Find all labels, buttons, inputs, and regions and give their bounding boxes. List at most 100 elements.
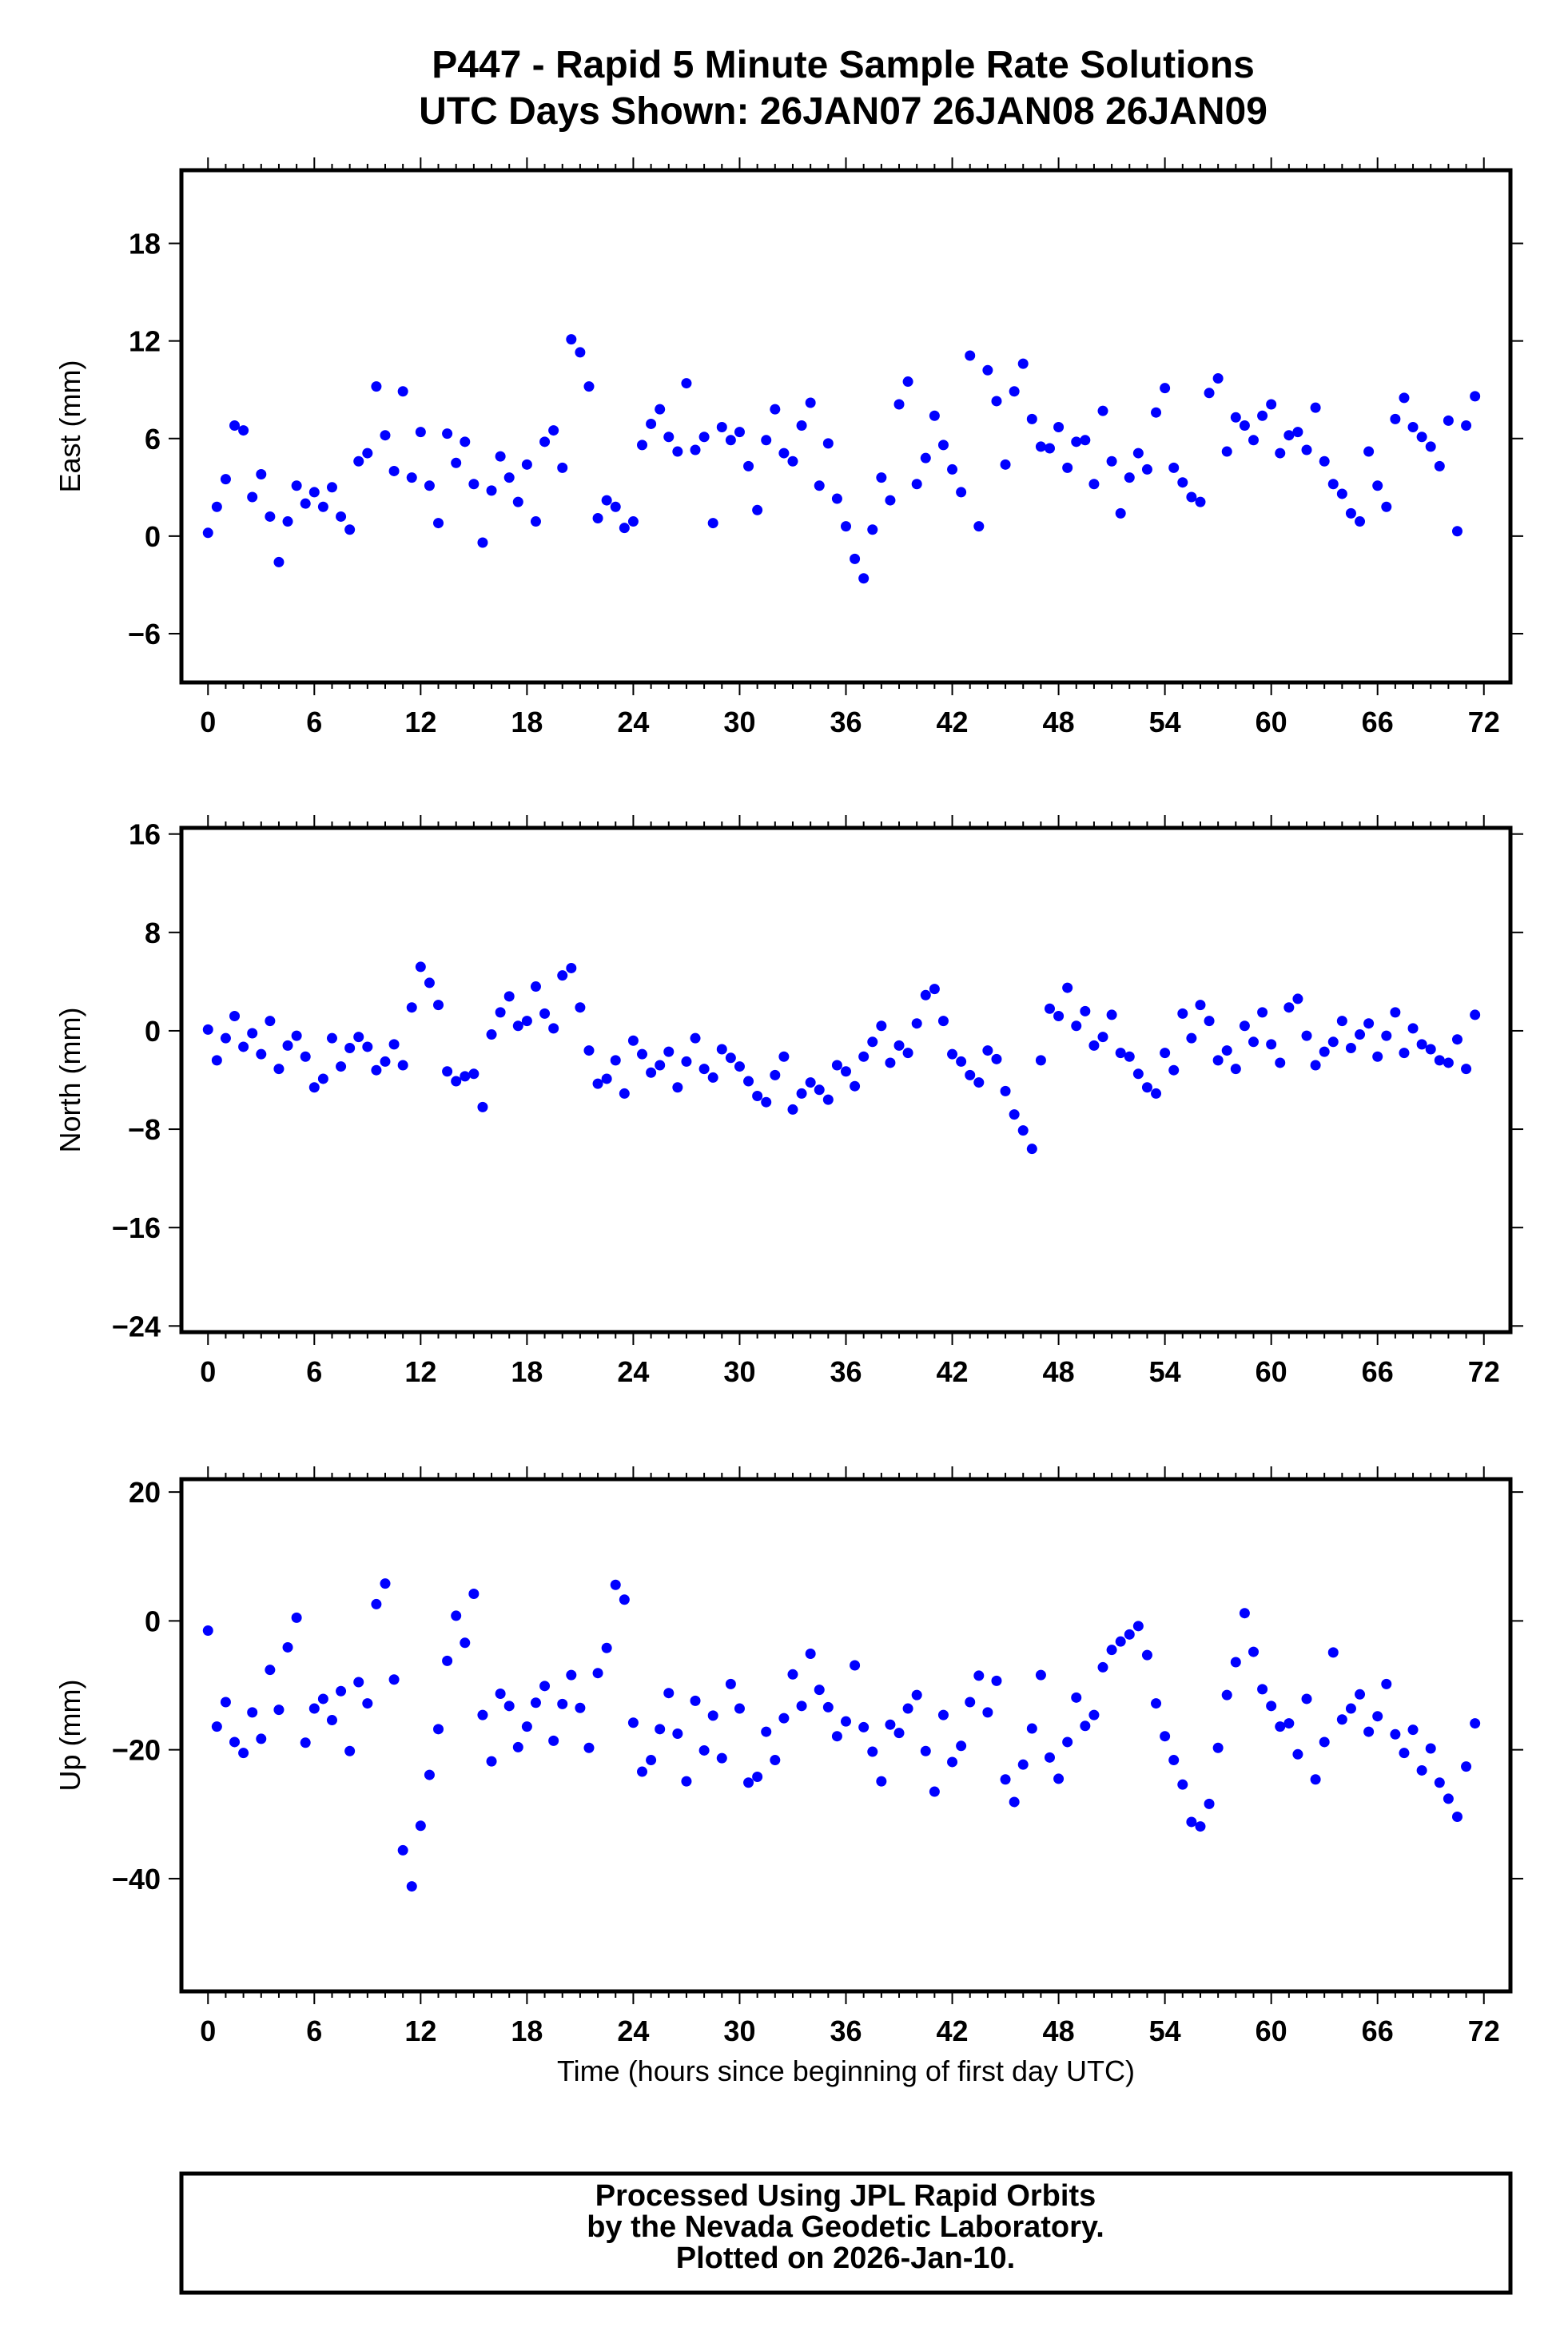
data-point: [1327, 1647, 1339, 1658]
data-point: [1355, 1689, 1366, 1700]
data-point: [1443, 415, 1454, 426]
data-point: [1035, 1669, 1046, 1681]
data-point: [308, 1703, 320, 1714]
data-point: [1106, 1009, 1117, 1020]
data-point: [885, 495, 896, 506]
x-tick-label: 18: [511, 2015, 543, 2047]
data-point: [822, 1094, 834, 1105]
data-point: [920, 989, 931, 1000]
data-point: [1461, 420, 1472, 431]
data-point: [575, 1002, 586, 1013]
x-tick-label: 0: [200, 706, 216, 738]
plot-frame: [179, 1477, 1513, 1994]
data-point: [1212, 1742, 1224, 1753]
data-point: [344, 1042, 356, 1053]
data-point: [336, 511, 347, 522]
data-point: [627, 1717, 639, 1728]
data-point: [885, 1719, 896, 1730]
data-point: [1381, 501, 1392, 512]
data-point: [1141, 1082, 1152, 1093]
data-point: [1080, 435, 1091, 446]
data-point: [530, 1697, 541, 1709]
data-point: [265, 511, 276, 522]
data-point: [867, 1036, 878, 1048]
x-tick-label: 6: [306, 2015, 322, 2047]
data-point: [1160, 1048, 1171, 1059]
data-point: [681, 1056, 692, 1067]
x-tick-label: 36: [830, 2015, 862, 2047]
data-point: [831, 493, 842, 504]
y-axis-label: North (mm): [54, 1008, 86, 1153]
data-point: [353, 455, 364, 467]
data-point: [326, 1032, 337, 1044]
data-point: [336, 1061, 347, 1072]
data-point: [247, 1707, 258, 1718]
data-point: [1151, 1088, 1162, 1099]
data-point: [1372, 480, 1383, 491]
data-point: [858, 1051, 870, 1062]
data-point: [424, 1769, 435, 1780]
data-point: [1301, 1693, 1312, 1705]
data-point: [1195, 496, 1206, 507]
data-point: [1345, 1703, 1356, 1714]
data-point: [229, 420, 241, 431]
data-point: [725, 1052, 736, 1064]
x-tick-label: 54: [1149, 1355, 1181, 1388]
data-point: [317, 1693, 328, 1705]
data-point: [805, 1649, 816, 1660]
data-point: [468, 1068, 480, 1080]
data-point: [380, 1056, 391, 1067]
data-point: [1053, 422, 1065, 433]
data-point: [646, 1755, 657, 1766]
data-point: [1097, 1661, 1108, 1673]
data-point: [707, 1072, 718, 1083]
data-point: [1470, 1718, 1481, 1729]
data-point: [1336, 1016, 1347, 1027]
data-point: [1151, 1698, 1162, 1709]
data-point: [1009, 1796, 1020, 1808]
data-point: [619, 1088, 630, 1099]
data-point: [1239, 1608, 1250, 1619]
data-point: [362, 1041, 373, 1052]
x-tick-label: 0: [200, 2015, 216, 2047]
data-point: [273, 1705, 285, 1716]
data-point: [663, 1688, 675, 1699]
data-point: [778, 1712, 790, 1724]
data-point: [566, 334, 577, 345]
data-point: [256, 1048, 267, 1060]
data-point: [770, 1755, 781, 1766]
data-point: [1177, 477, 1188, 488]
plot-frame: [179, 825, 1513, 1335]
x-tick-label: 48: [1043, 1355, 1075, 1388]
x-tick-label: 0: [200, 1355, 216, 1388]
data-point: [415, 1820, 426, 1832]
data-point: [1416, 1764, 1427, 1776]
x-tick-label: 42: [937, 706, 969, 738]
data-point: [1399, 1748, 1410, 1759]
data-point: [1363, 1726, 1375, 1737]
data-point: [663, 1046, 675, 1057]
data-point: [433, 1000, 444, 1011]
data-point: [1345, 507, 1356, 519]
data-point: [796, 420, 807, 431]
data-point: [1381, 1678, 1392, 1689]
data-point: [566, 1669, 577, 1681]
data-point: [406, 1002, 417, 1013]
data-point: [707, 518, 718, 529]
data-point: [539, 1681, 551, 1692]
x-tick-label: 30: [723, 706, 755, 738]
plot-frame: [179, 168, 1513, 685]
y-tick-label: 8: [145, 917, 161, 949]
data-point: [1461, 1064, 1472, 1075]
x-tick-label: 60: [1256, 2015, 1287, 2047]
data-point: [1000, 459, 1011, 470]
data-point: [220, 474, 231, 485]
data-point: [734, 427, 745, 438]
data-point: [1177, 1008, 1188, 1019]
data-point: [1257, 1007, 1268, 1018]
data-point: [273, 556, 285, 567]
data-point: [991, 1675, 1002, 1686]
data-point: [1310, 1060, 1321, 1071]
data-point: [1230, 1064, 1241, 1075]
